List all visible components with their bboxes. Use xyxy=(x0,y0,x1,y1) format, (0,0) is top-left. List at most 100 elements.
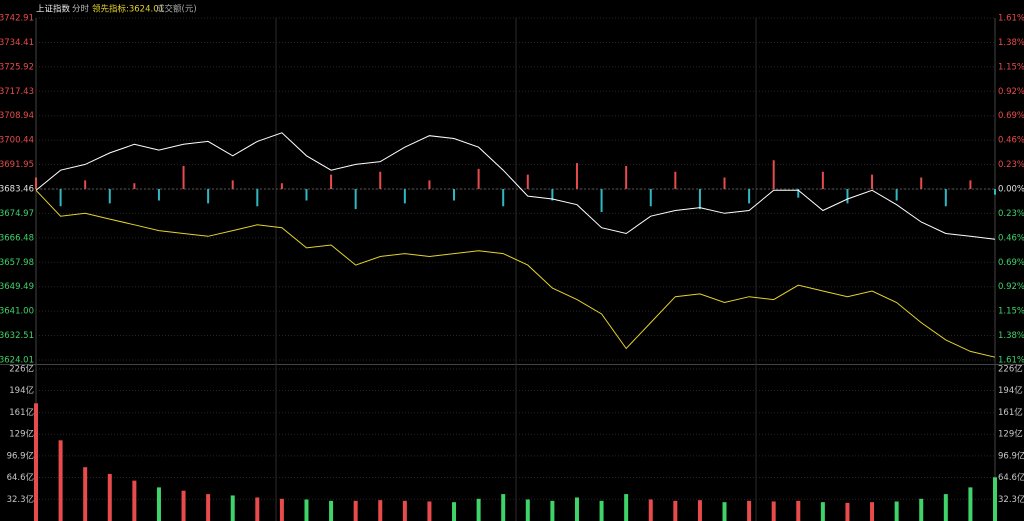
y-tick-label: 3624.01 xyxy=(0,356,34,366)
y-tick-label: 64.6亿 xyxy=(7,472,34,483)
y-tick-label: 96.9亿 xyxy=(7,450,34,461)
y-tick-label: 3708.94 xyxy=(0,111,34,121)
volume-bar xyxy=(648,499,653,521)
y-tick-label: 161亿 xyxy=(9,407,34,418)
y2-tick-label: 1.38% xyxy=(998,38,1024,48)
volume-bar xyxy=(820,502,825,521)
y-tick-label: 3725.92 xyxy=(0,62,34,72)
histogram-bar xyxy=(698,189,701,210)
y-tick-label: 3700.44 xyxy=(0,136,34,146)
histogram-bar xyxy=(403,189,406,204)
y-tick-label: 3666.48 xyxy=(0,233,34,243)
volume-bar xyxy=(181,490,186,521)
volume-bar xyxy=(845,502,850,521)
y-tick-label: 3641.00 xyxy=(0,307,34,317)
y2-tick-label: 0.92% xyxy=(998,282,1024,292)
volume-bar xyxy=(452,502,457,521)
y-tick-label: 3632.51 xyxy=(0,331,34,341)
mode-tab[interactable]: 分时 xyxy=(72,4,90,15)
histogram-bar xyxy=(157,189,160,201)
histogram-bar xyxy=(207,189,210,204)
histogram-bar xyxy=(453,189,456,201)
volume-bar xyxy=(83,467,88,521)
histogram-bar xyxy=(108,189,111,204)
histogram-bar xyxy=(428,180,431,189)
y-tick-label: 129亿 xyxy=(9,429,34,440)
volume-bar xyxy=(427,501,432,521)
histogram-bar xyxy=(280,183,283,189)
y2-tick-label: 0.69% xyxy=(998,258,1024,268)
y-tick-label: 226亿 xyxy=(998,364,1023,375)
volume-bar xyxy=(747,500,752,521)
y2-tick-label: 0.46% xyxy=(998,233,1024,243)
volume-bar xyxy=(796,500,801,521)
histogram-bar xyxy=(330,174,333,189)
histogram-bar xyxy=(256,189,259,207)
volume-bar xyxy=(919,498,924,521)
histogram-bar xyxy=(895,189,898,201)
histogram-bar xyxy=(969,180,972,189)
volume-bar xyxy=(697,500,702,521)
y2-tick-label: 0.23% xyxy=(998,160,1024,170)
y-tick-label: 3674.97 xyxy=(0,209,34,219)
y2-tick-label: 1.15% xyxy=(998,62,1024,72)
histogram-bar xyxy=(994,189,996,195)
y-tick-label: 129亿 xyxy=(998,429,1023,440)
volume-bar xyxy=(525,499,530,521)
volume-bar xyxy=(230,495,235,521)
volume-bar xyxy=(943,494,948,521)
histogram-bar xyxy=(846,189,849,204)
histogram-bar xyxy=(477,168,480,189)
histogram-bar xyxy=(84,180,87,189)
y-tick-label: 3657.98 xyxy=(0,258,34,268)
y-tick-label: 32.3亿 xyxy=(7,494,34,505)
y2-tick-label: 1.15% xyxy=(998,307,1024,317)
histogram-bar xyxy=(723,177,726,189)
volume-bar xyxy=(870,502,875,521)
histogram-bar xyxy=(674,171,677,189)
y2-tick-label: 0.23% xyxy=(998,209,1024,219)
y-tick-label: 3742.91 xyxy=(0,14,34,24)
volume-bar xyxy=(722,502,727,521)
histogram-bar xyxy=(305,189,308,201)
histogram-bar xyxy=(772,160,775,189)
histogram-bar xyxy=(354,189,357,210)
volume-bar xyxy=(968,487,973,521)
price-line xyxy=(35,132,996,240)
volume-bar xyxy=(156,487,161,521)
volume-bar xyxy=(476,498,481,521)
volume-bar xyxy=(206,494,211,521)
volume-bar xyxy=(894,501,899,521)
volume-bar xyxy=(304,499,309,521)
y2-tick-label: 1.61% xyxy=(998,356,1024,366)
volume-bar xyxy=(993,477,997,521)
histogram-bar xyxy=(379,171,382,189)
y-tick-label: 3683.46 xyxy=(0,185,34,195)
histogram-bar xyxy=(944,189,947,207)
y-tick-label: 96.9亿 xyxy=(998,450,1024,461)
volume-bar xyxy=(34,403,38,521)
volume-bar xyxy=(501,494,506,521)
histogram-bar xyxy=(748,189,751,204)
volume-bar xyxy=(771,501,776,521)
histogram-bar xyxy=(133,183,136,189)
volume-bar xyxy=(402,500,407,521)
volume-bar xyxy=(378,500,383,521)
leading-indicator: 领先指标:3624.01 xyxy=(92,4,164,15)
histogram-bar xyxy=(600,189,603,213)
volume-bar xyxy=(132,480,137,521)
histogram-bar xyxy=(871,174,874,189)
volume-bar xyxy=(550,500,555,521)
histogram-bar xyxy=(59,189,62,207)
y2-tick-label: 0.69% xyxy=(998,111,1024,121)
histogram-bar xyxy=(526,174,529,189)
y2-tick-label: 0.00% xyxy=(998,185,1024,195)
histogram-bar xyxy=(551,189,554,201)
y-tick-label: 161亿 xyxy=(998,407,1023,418)
volume-bar xyxy=(329,500,334,521)
y2-tick-label: 0.92% xyxy=(998,87,1024,97)
volume-bar xyxy=(107,473,112,521)
histogram-bar xyxy=(797,189,800,198)
volume-bar xyxy=(353,500,358,521)
